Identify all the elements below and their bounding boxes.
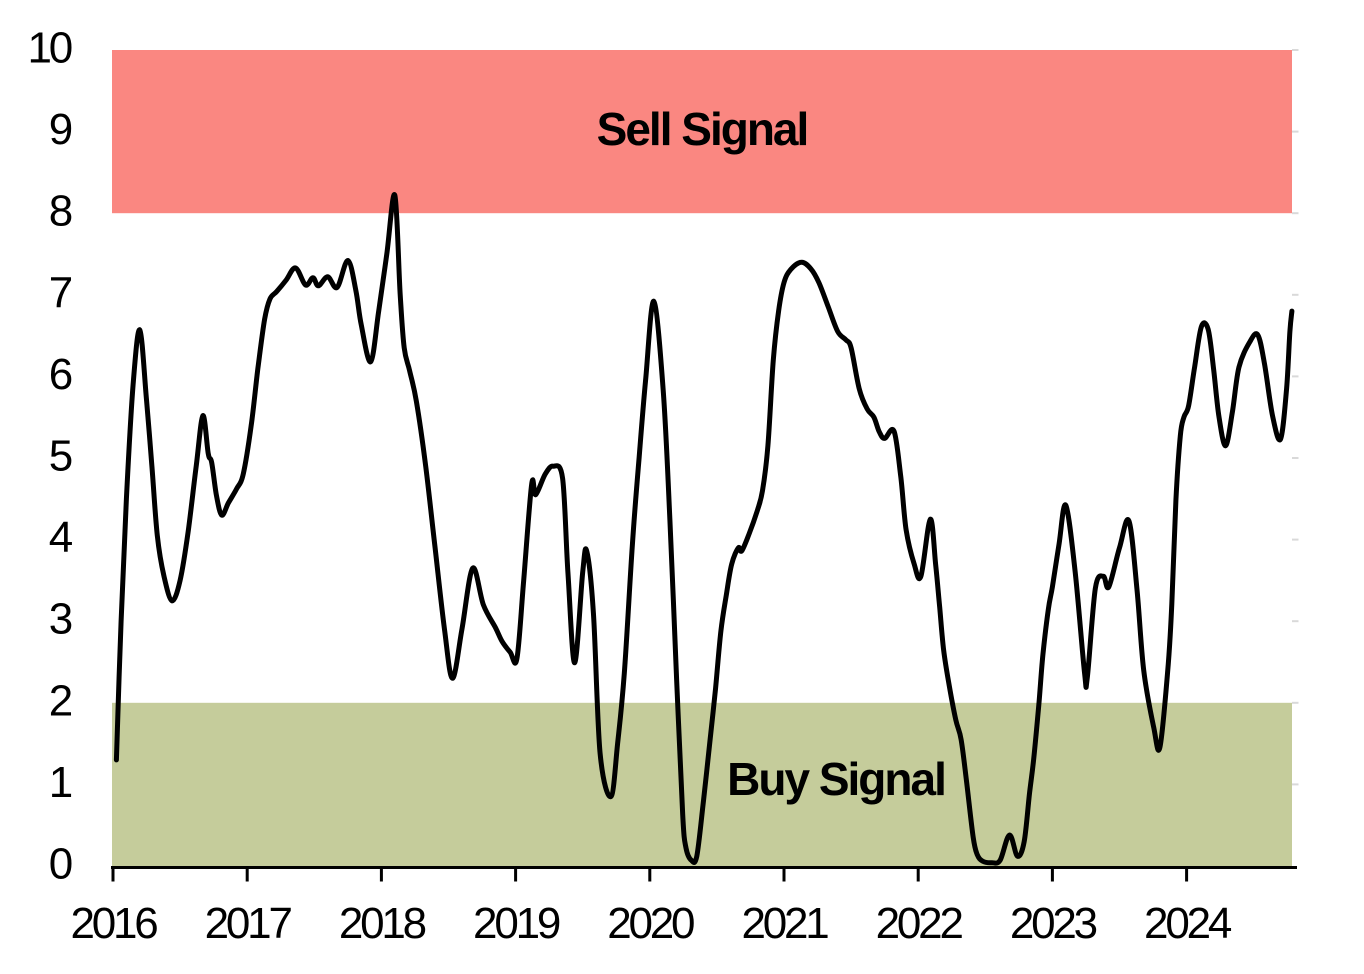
svg-text:10: 10: [27, 24, 71, 73]
svg-text:2021: 2021: [741, 899, 828, 948]
svg-text:8: 8: [49, 187, 72, 236]
svg-text:2018: 2018: [339, 899, 426, 948]
svg-text:2016: 2016: [70, 899, 157, 948]
svg-text:2023: 2023: [1010, 899, 1097, 948]
svg-text:2: 2: [49, 676, 72, 725]
svg-text:9: 9: [49, 105, 72, 154]
svg-text:0: 0: [49, 840, 72, 889]
svg-text:2022: 2022: [876, 899, 963, 948]
svg-text:2019: 2019: [473, 899, 560, 948]
svg-text:2024: 2024: [1144, 899, 1232, 948]
svg-text:Buy Signal: Buy Signal: [727, 753, 945, 805]
svg-text:2020: 2020: [607, 899, 694, 948]
svg-text:3: 3: [49, 595, 72, 644]
svg-text:Sell Signal: Sell Signal: [597, 103, 808, 155]
svg-text:6: 6: [49, 350, 72, 399]
svg-text:1: 1: [49, 758, 72, 807]
svg-text:5: 5: [49, 432, 72, 481]
svg-text:2017: 2017: [205, 899, 292, 948]
svg-text:4: 4: [49, 513, 73, 562]
svg-text:7: 7: [49, 268, 72, 317]
